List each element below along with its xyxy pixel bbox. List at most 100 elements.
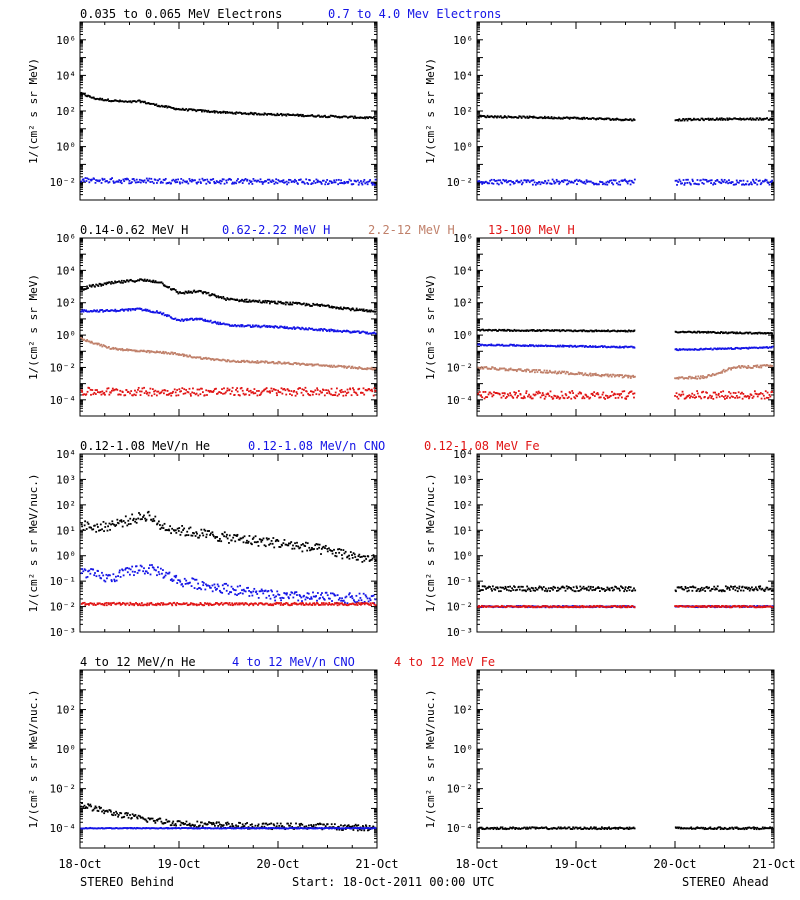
data-point-electrons-behind-0 [214, 110, 217, 113]
data-point-protons-behind-3 [357, 388, 360, 391]
data-point-protons-behind-1 [125, 308, 128, 311]
data-point-electrons-behind-0 [124, 100, 127, 103]
data-point-protons-ahead-0 [553, 329, 556, 331]
data-point-protons-behind-2 [330, 364, 333, 367]
data-point-electrons-ahead-1 [574, 179, 577, 182]
data-point-electrons-ahead-1 [691, 178, 694, 181]
data-point-ions-low-behind-1 [218, 589, 221, 592]
data-point-protons-behind-3 [117, 393, 120, 396]
data-point-protons-behind-3 [109, 391, 112, 394]
data-point-protons-behind-0 [160, 281, 163, 284]
data-point-protons-ahead-2 [721, 370, 724, 373]
data-point-protons-behind-1 [304, 328, 306, 331]
data-point-protons-behind-2 [350, 367, 352, 370]
data-point-protons-ahead-1 [486, 344, 488, 347]
data-point-protons-behind-0 [279, 300, 282, 303]
data-point-protons-behind-1 [87, 310, 89, 313]
data-point-electrons-behind-0 [98, 98, 101, 101]
data-point-protons-ahead-0 [695, 331, 698, 334]
data-point-electrons-behind-1 [205, 182, 208, 185]
data-point-protons-ahead-1 [606, 346, 608, 349]
data-point-protons-ahead-1 [758, 346, 761, 349]
data-point-protons-behind-1 [343, 329, 345, 332]
data-point-protons-ahead-1 [574, 344, 576, 347]
data-point-protons-ahead-3 [603, 396, 605, 399]
data-point-protons-behind-2 [110, 347, 113, 350]
data-point-electrons-ahead-0 [759, 117, 762, 120]
data-point-protons-behind-0 [114, 280, 116, 283]
data-point-electrons-ahead-1 [682, 179, 685, 181]
data-point-electrons-behind-0 [311, 114, 314, 116]
data-point-protons-ahead-0 [611, 329, 614, 332]
data-point-ions-low-behind-1 [126, 567, 129, 569]
data-point-electrons-ahead-0 [492, 116, 495, 119]
data-point-ions-low-behind-0 [108, 522, 111, 525]
data-point-electrons-ahead-1 [631, 181, 634, 184]
data-point-ions-low-behind-0 [351, 554, 353, 556]
data-point-electrons-behind-1 [223, 182, 226, 185]
data-point-protons-ahead-1 [597, 346, 599, 348]
data-point-protons-ahead-3 [520, 397, 523, 399]
data-point-protons-ahead-0 [493, 329, 496, 332]
data-point-electrons-behind-1 [187, 182, 190, 185]
data-point-electrons-ahead-0 [622, 119, 624, 122]
data-point-ions-low-behind-0 [104, 522, 107, 525]
data-point-electrons-ahead-0 [495, 115, 497, 118]
data-point-protons-behind-3 [240, 386, 243, 389]
data-point-protons-behind-3 [374, 390, 377, 392]
data-point-protons-behind-0 [177, 292, 180, 295]
data-point-protons-behind-2 [372, 368, 375, 371]
data-point-protons-ahead-2 [541, 371, 544, 374]
data-point-electrons-ahead-0 [736, 118, 738, 120]
data-point-electrons-ahead-1 [754, 182, 757, 184]
data-point-protons-behind-0 [264, 299, 267, 302]
data-point-protons-behind-2 [143, 350, 146, 353]
data-point-ions-low-behind-0 [338, 548, 341, 550]
data-point-protons-ahead-0 [594, 329, 596, 332]
data-point-protons-ahead-0 [715, 332, 718, 334]
data-point-electrons-behind-1 [246, 179, 248, 182]
data-point-electrons-behind-1 [330, 182, 333, 184]
data-point-ions-low-behind-1 [185, 579, 188, 582]
data-point-electrons-behind-1 [176, 181, 179, 183]
data-point-electrons-ahead-1 [559, 181, 562, 184]
data-point-protons-behind-0 [319, 305, 321, 308]
data-point-protons-behind-2 [196, 356, 199, 359]
data-point-protons-ahead-3 [730, 395, 733, 398]
data-point-protons-ahead-1 [713, 347, 716, 350]
data-point-ions-low-behind-1 [250, 591, 253, 594]
data-point-electrons-ahead-0 [602, 118, 605, 120]
data-point-protons-ahead-1 [585, 345, 588, 348]
data-point-protons-ahead-1 [724, 347, 727, 350]
series-electrons-ahead-0 [477, 114, 774, 122]
data-point-protons-ahead-0 [709, 331, 712, 333]
data-point-protons-ahead-2 [762, 364, 765, 367]
data-point-protons-ahead-2 [504, 369, 507, 372]
data-point-ions-low-behind-0 [246, 539, 248, 542]
data-point-protons-ahead-3 [741, 391, 743, 394]
data-point-electrons-behind-1 [174, 181, 177, 184]
data-point-protons-behind-2 [112, 347, 115, 350]
data-point-protons-ahead-2 [543, 369, 546, 372]
data-point-protons-ahead-3 [566, 397, 569, 399]
data-point-protons-behind-2 [192, 356, 194, 359]
data-point-protons-ahead-3 [588, 397, 591, 400]
data-point-electrons-behind-0 [89, 95, 91, 98]
data-point-protons-ahead-0 [506, 328, 509, 331]
data-point-protons-ahead-2 [534, 371, 536, 374]
data-point-protons-behind-1 [154, 311, 157, 314]
data-point-ions-low-behind-1 [241, 589, 243, 592]
data-point-ions-low-behind-1 [109, 574, 111, 577]
data-point-protons-behind-3 [365, 389, 368, 392]
data-point-protons-behind-0 [126, 279, 129, 282]
data-point-electrons-behind-1 [178, 181, 181, 184]
data-point-electrons-behind-0 [219, 111, 221, 113]
data-point-ions-low-behind-0 [255, 541, 258, 544]
data-point-electrons-behind-0 [222, 111, 225, 114]
data-point-protons-behind-2 [202, 357, 205, 359]
data-point-protons-behind-2 [199, 356, 202, 359]
data-point-protons-ahead-1 [510, 343, 512, 346]
data-point-protons-behind-1 [185, 319, 188, 322]
data-point-electrons-behind-1 [213, 182, 216, 185]
data-point-protons-behind-3 [139, 390, 141, 393]
